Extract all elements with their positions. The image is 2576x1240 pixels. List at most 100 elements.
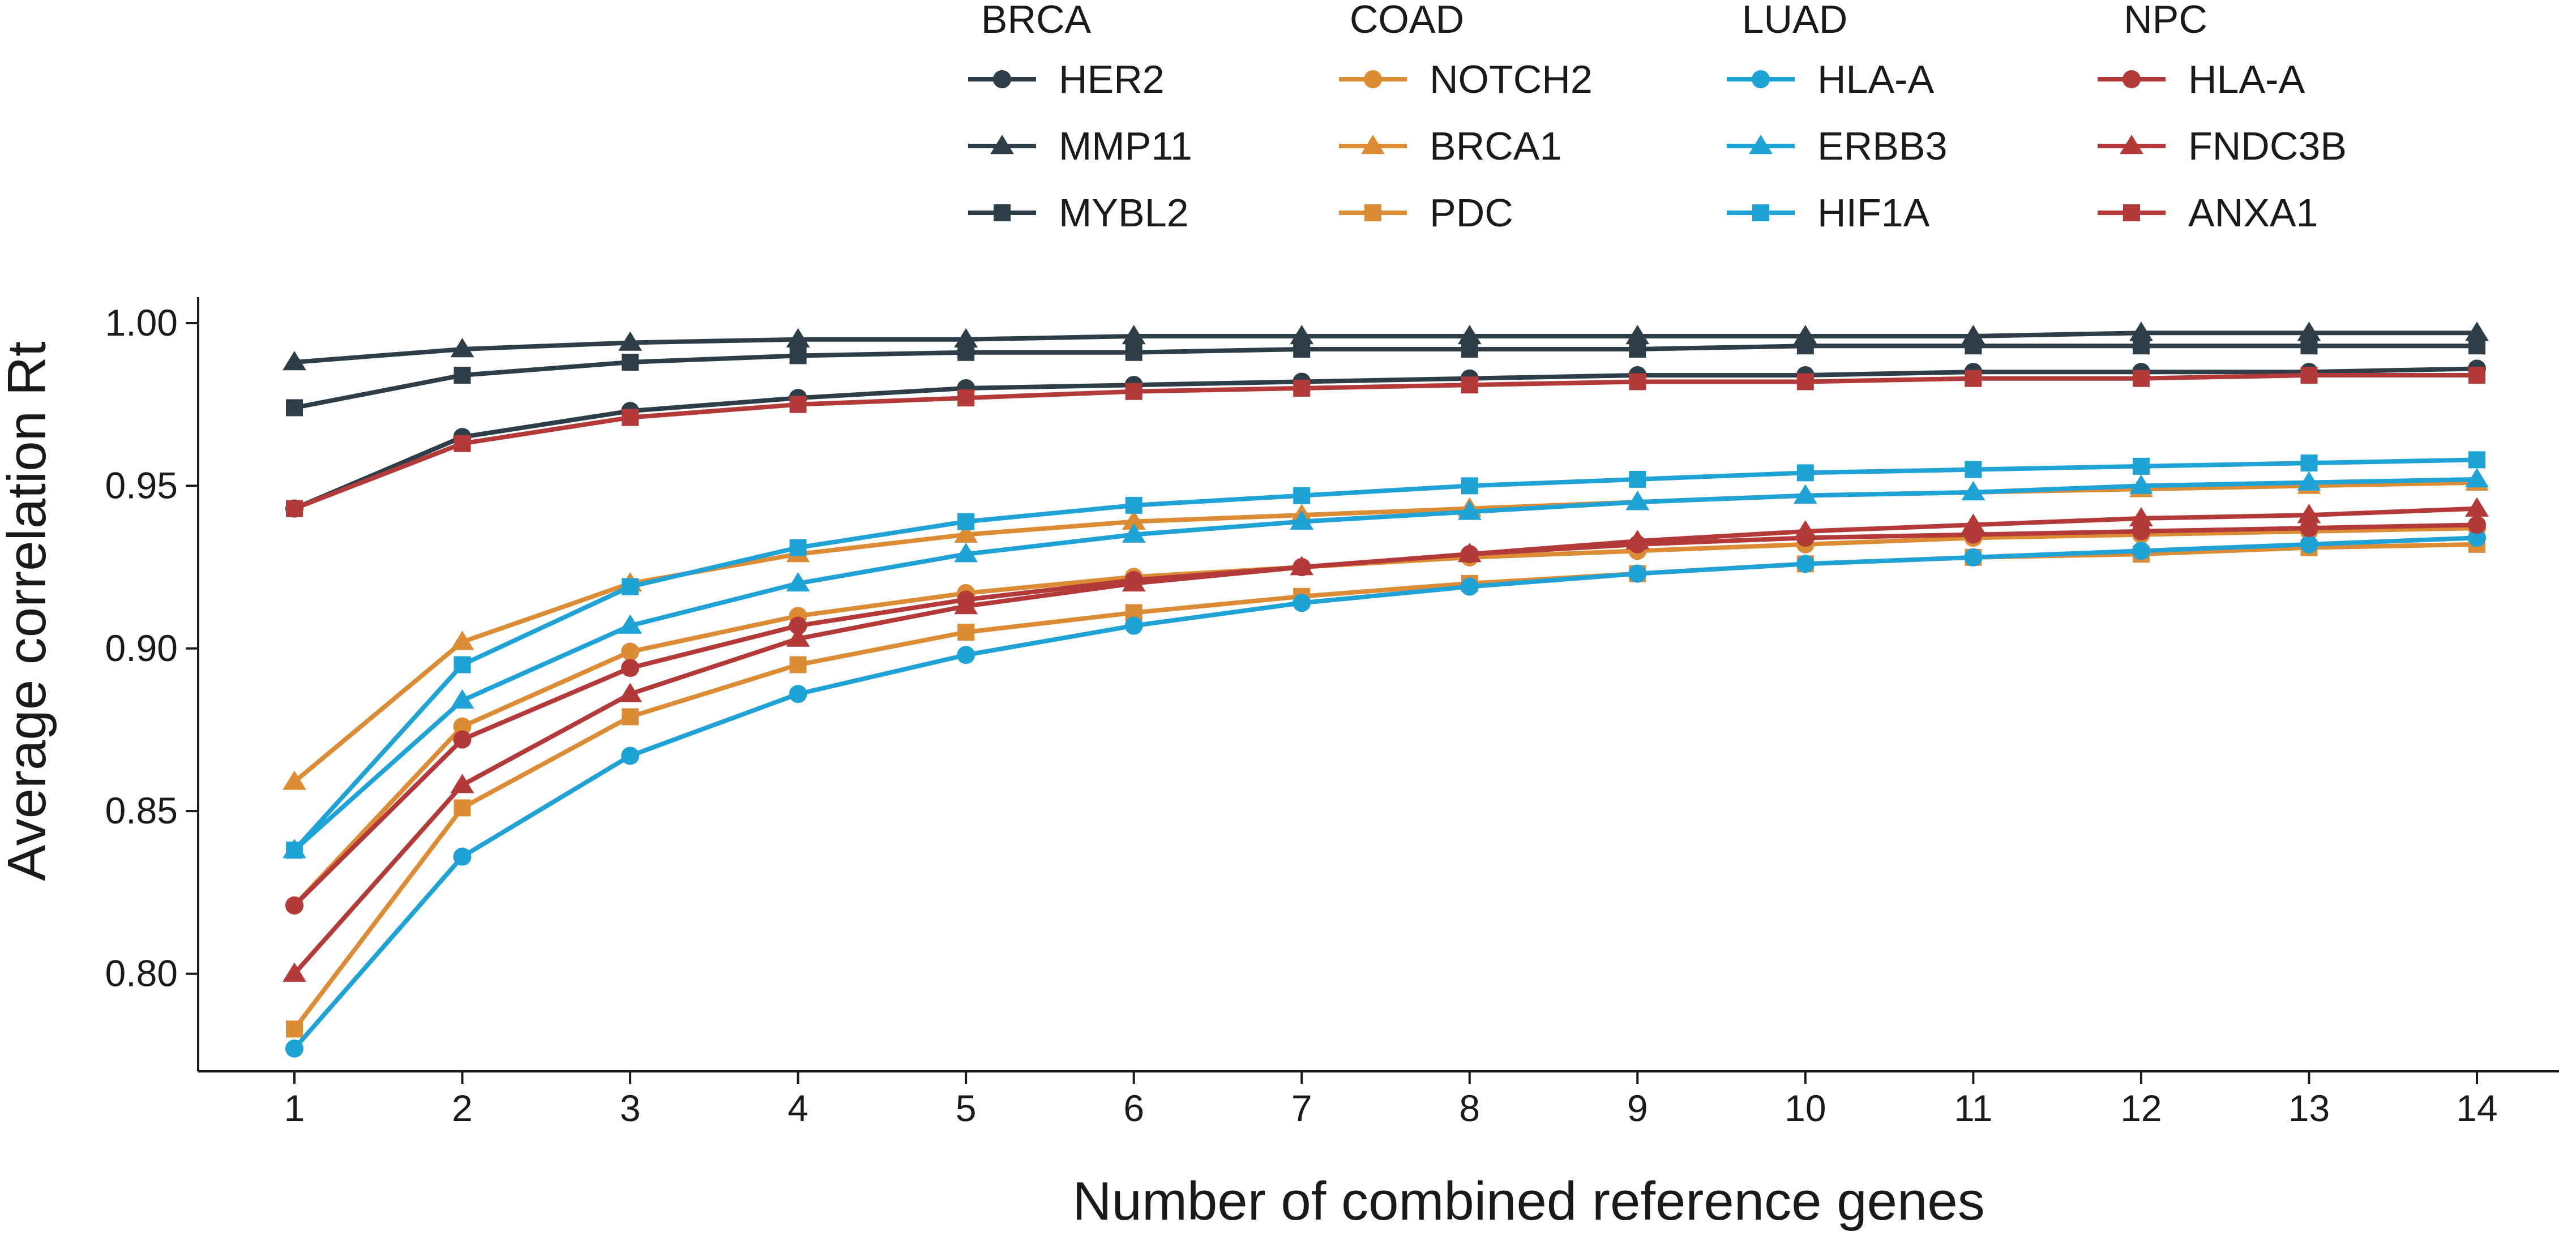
series-npc-fndc3b-point xyxy=(283,962,306,982)
series-brca-mybl2-point xyxy=(622,353,639,371)
series-brca-mybl2-point xyxy=(789,347,807,364)
series-npc-anxa1-point xyxy=(286,500,303,517)
series-npc-fndc3b-point xyxy=(2129,507,2153,527)
legend-group-title: BRCA xyxy=(981,0,1092,41)
series-luad-hif1a-point xyxy=(1965,461,1982,478)
series-npc-hla-a-point xyxy=(789,616,807,635)
series-luad-hif1a xyxy=(286,451,2485,859)
series-coad-notch2 xyxy=(285,519,2486,915)
series-luad-hla-a-line xyxy=(292,535,2479,1051)
x-tick-label: 13 xyxy=(2288,1087,2330,1129)
series-luad-hla-a-point xyxy=(789,685,807,703)
series-brca-mybl2-point xyxy=(1125,344,1142,361)
legend-entry-label: BRCA1 xyxy=(1430,124,1561,168)
series-luad-hif1a-point xyxy=(2132,457,2150,475)
series-npc-fndc3b-point xyxy=(2465,497,2489,517)
series-npc-fndc3b-point xyxy=(1961,513,1986,533)
legend-swatch-marker xyxy=(2120,135,2143,155)
series-brca-mybl2-point xyxy=(1629,340,1646,358)
series-luad-erbb3-point xyxy=(954,543,978,563)
legend-swatch-marker xyxy=(1364,70,1382,88)
legend-group-title: LUAD xyxy=(1742,0,1848,41)
series-luad-erbb3-point xyxy=(2465,467,2489,488)
series-luad-hla-a-point xyxy=(285,1039,303,1058)
series-luad-erbb3-point xyxy=(1457,500,1482,520)
series-brca-mmp11-point xyxy=(786,328,810,347)
x-tick-label: 14 xyxy=(2456,1087,2497,1129)
series-brca-mmp11-point xyxy=(1625,325,1650,345)
legend-swatch-marker xyxy=(1749,135,1773,155)
series-npc-hla-a-point xyxy=(285,896,303,915)
series-coad-pdc-point xyxy=(957,624,975,641)
series-npc-fndc3b-point xyxy=(450,774,474,793)
series-brca-mybl2-point xyxy=(1796,337,1814,355)
y-tick-label: 0.90 xyxy=(105,627,178,669)
series-brca-mmp11-point xyxy=(2297,321,2321,341)
legend-group-title: COAD xyxy=(1350,0,1464,41)
legend-entry-label: FNDC3B xyxy=(2188,124,2347,168)
legend-entry-label: HLA-A xyxy=(2188,57,2305,101)
series-npc-hla-a-point xyxy=(2468,516,2486,534)
legend-group-luad: LUAD HLA-A ERBB3 HIF1A xyxy=(1727,0,1948,235)
series-npc-fndc3b-point xyxy=(2297,504,2321,524)
series-coad-notch2-point xyxy=(453,717,472,736)
series-luad-hla-a-point xyxy=(1293,594,1311,612)
series-luad-hif1a-point xyxy=(1125,496,1142,514)
series-brca-mmp11-point xyxy=(954,328,978,347)
series-brca-mybl2-point xyxy=(453,366,471,384)
y-tick-label: 0.95 xyxy=(105,464,178,506)
legend-entry-label: MMP11 xyxy=(1059,124,1192,168)
series-npc-hla-a-point xyxy=(2300,519,2318,538)
series-coad-pdc-point xyxy=(622,708,639,726)
series-luad-hla-a-point xyxy=(1628,564,1647,583)
series-npc-anxa1 xyxy=(286,366,2485,517)
series-brca-mmp11-line xyxy=(292,331,2479,364)
x-tick-label: 5 xyxy=(956,1087,977,1129)
series-luad-erbb3-point xyxy=(450,689,474,709)
series-npc-anxa1-point xyxy=(957,389,975,407)
legend-swatch-marker xyxy=(993,70,1011,88)
series-luad-hif1a-point xyxy=(622,578,639,595)
x-tick-label: 1 xyxy=(284,1087,305,1129)
series-brca-mmp11-point xyxy=(1122,325,1146,345)
x-tick-label: 4 xyxy=(788,1087,808,1129)
series-brca-mybl2-point xyxy=(1293,340,1311,358)
series-luad-hif1a-point xyxy=(1796,464,1814,482)
series-brca-mmp11-point xyxy=(618,331,642,351)
series-luad-erbb3-point xyxy=(1793,484,1817,504)
series-brca-mybl2-point xyxy=(1965,337,1982,355)
series-npc-anxa1-point xyxy=(1965,370,1982,387)
series-brca-mybl2-point xyxy=(1461,340,1478,358)
series-luad-hla-a-point xyxy=(2132,542,2150,560)
legend-swatch-marker xyxy=(1752,204,1769,221)
series-luad-hif1a-point xyxy=(2468,451,2485,469)
y-tick-label: 1.00 xyxy=(105,302,178,344)
series-coad-brca1-point xyxy=(954,523,978,543)
series-brca-mybl2-point xyxy=(286,399,303,417)
series-luad-hla-a xyxy=(285,529,2486,1058)
series-npc-anxa1-point xyxy=(622,409,639,426)
series-luad-erbb3 xyxy=(283,467,2489,859)
series-luad-hif1a-point xyxy=(1461,477,1478,495)
series-luad-erbb3-point xyxy=(2297,471,2321,491)
series-luad-hla-a-point xyxy=(1964,548,1983,567)
x-tick-label: 2 xyxy=(452,1087,473,1129)
legend-entry-label: PDC xyxy=(1430,191,1513,235)
series-brca-mmp11 xyxy=(283,321,2489,371)
series-npc-fndc3b-point xyxy=(1122,572,1146,592)
series-npc-fndc3b-point xyxy=(1457,543,1482,563)
series-brca-mybl2-point xyxy=(957,344,975,361)
series-luad-hla-a-point xyxy=(957,646,975,664)
series-luad-hif1a-point xyxy=(957,513,975,530)
x-tick-label: 12 xyxy=(2120,1087,2162,1129)
x-tick-label: 11 xyxy=(1954,1087,1993,1129)
legend-entry-label: HLA-A xyxy=(1817,57,1934,101)
series-brca-mmp11-point xyxy=(2129,321,2153,341)
series-coad-brca1-point xyxy=(450,630,474,650)
x-tick-label: 8 xyxy=(1459,1087,1480,1129)
series-npc-fndc3b-point xyxy=(618,683,642,702)
series-brca-mybl2-point xyxy=(2300,337,2318,355)
legend-entry-label: MYBL2 xyxy=(1059,191,1189,235)
series-npc-anxa1-line xyxy=(292,372,2479,511)
series-luad-hif1a-point xyxy=(2300,454,2318,472)
